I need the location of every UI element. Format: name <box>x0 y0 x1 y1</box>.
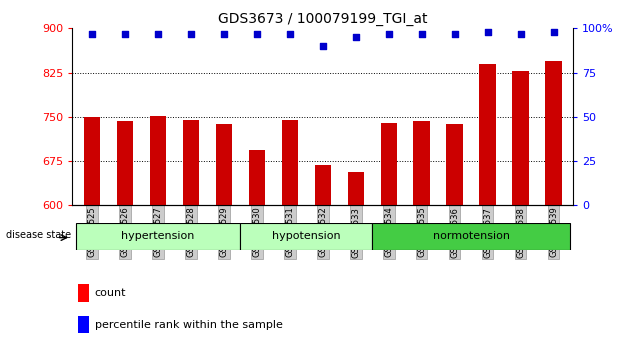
Bar <box>413 121 430 205</box>
FancyBboxPatch shape <box>372 223 570 250</box>
Bar <box>216 125 232 205</box>
Point <box>252 31 262 36</box>
Point <box>87 31 97 36</box>
Bar <box>512 71 529 205</box>
Text: percentile rank within the sample: percentile rank within the sample <box>94 320 283 330</box>
Bar <box>78 284 89 302</box>
Bar <box>546 61 562 205</box>
Bar <box>447 125 463 205</box>
Point <box>384 31 394 36</box>
Bar <box>479 64 496 205</box>
Point <box>285 31 295 36</box>
Text: disease state: disease state <box>6 230 71 240</box>
Point <box>416 31 427 36</box>
Point <box>515 31 525 36</box>
Bar <box>249 150 265 205</box>
Bar <box>78 316 89 333</box>
Point <box>153 31 163 36</box>
Point <box>318 43 328 49</box>
Text: hypertension: hypertension <box>122 231 195 241</box>
Point <box>120 31 130 36</box>
Point <box>219 31 229 36</box>
Point <box>450 31 460 36</box>
Point <box>351 34 361 40</box>
Bar <box>84 117 100 205</box>
Text: count: count <box>94 288 126 298</box>
Bar <box>183 120 199 205</box>
FancyBboxPatch shape <box>76 223 241 250</box>
FancyBboxPatch shape <box>241 223 372 250</box>
Bar <box>117 121 134 205</box>
Bar <box>314 165 331 205</box>
Point <box>186 31 196 36</box>
Bar <box>150 116 166 205</box>
Point <box>549 29 559 35</box>
Text: normotension: normotension <box>433 231 510 241</box>
Title: GDS3673 / 100079199_TGI_at: GDS3673 / 100079199_TGI_at <box>218 12 428 26</box>
Text: hypotension: hypotension <box>272 231 341 241</box>
Point <box>483 29 493 35</box>
Bar <box>381 123 397 205</box>
Bar <box>348 172 364 205</box>
Bar <box>282 120 298 205</box>
